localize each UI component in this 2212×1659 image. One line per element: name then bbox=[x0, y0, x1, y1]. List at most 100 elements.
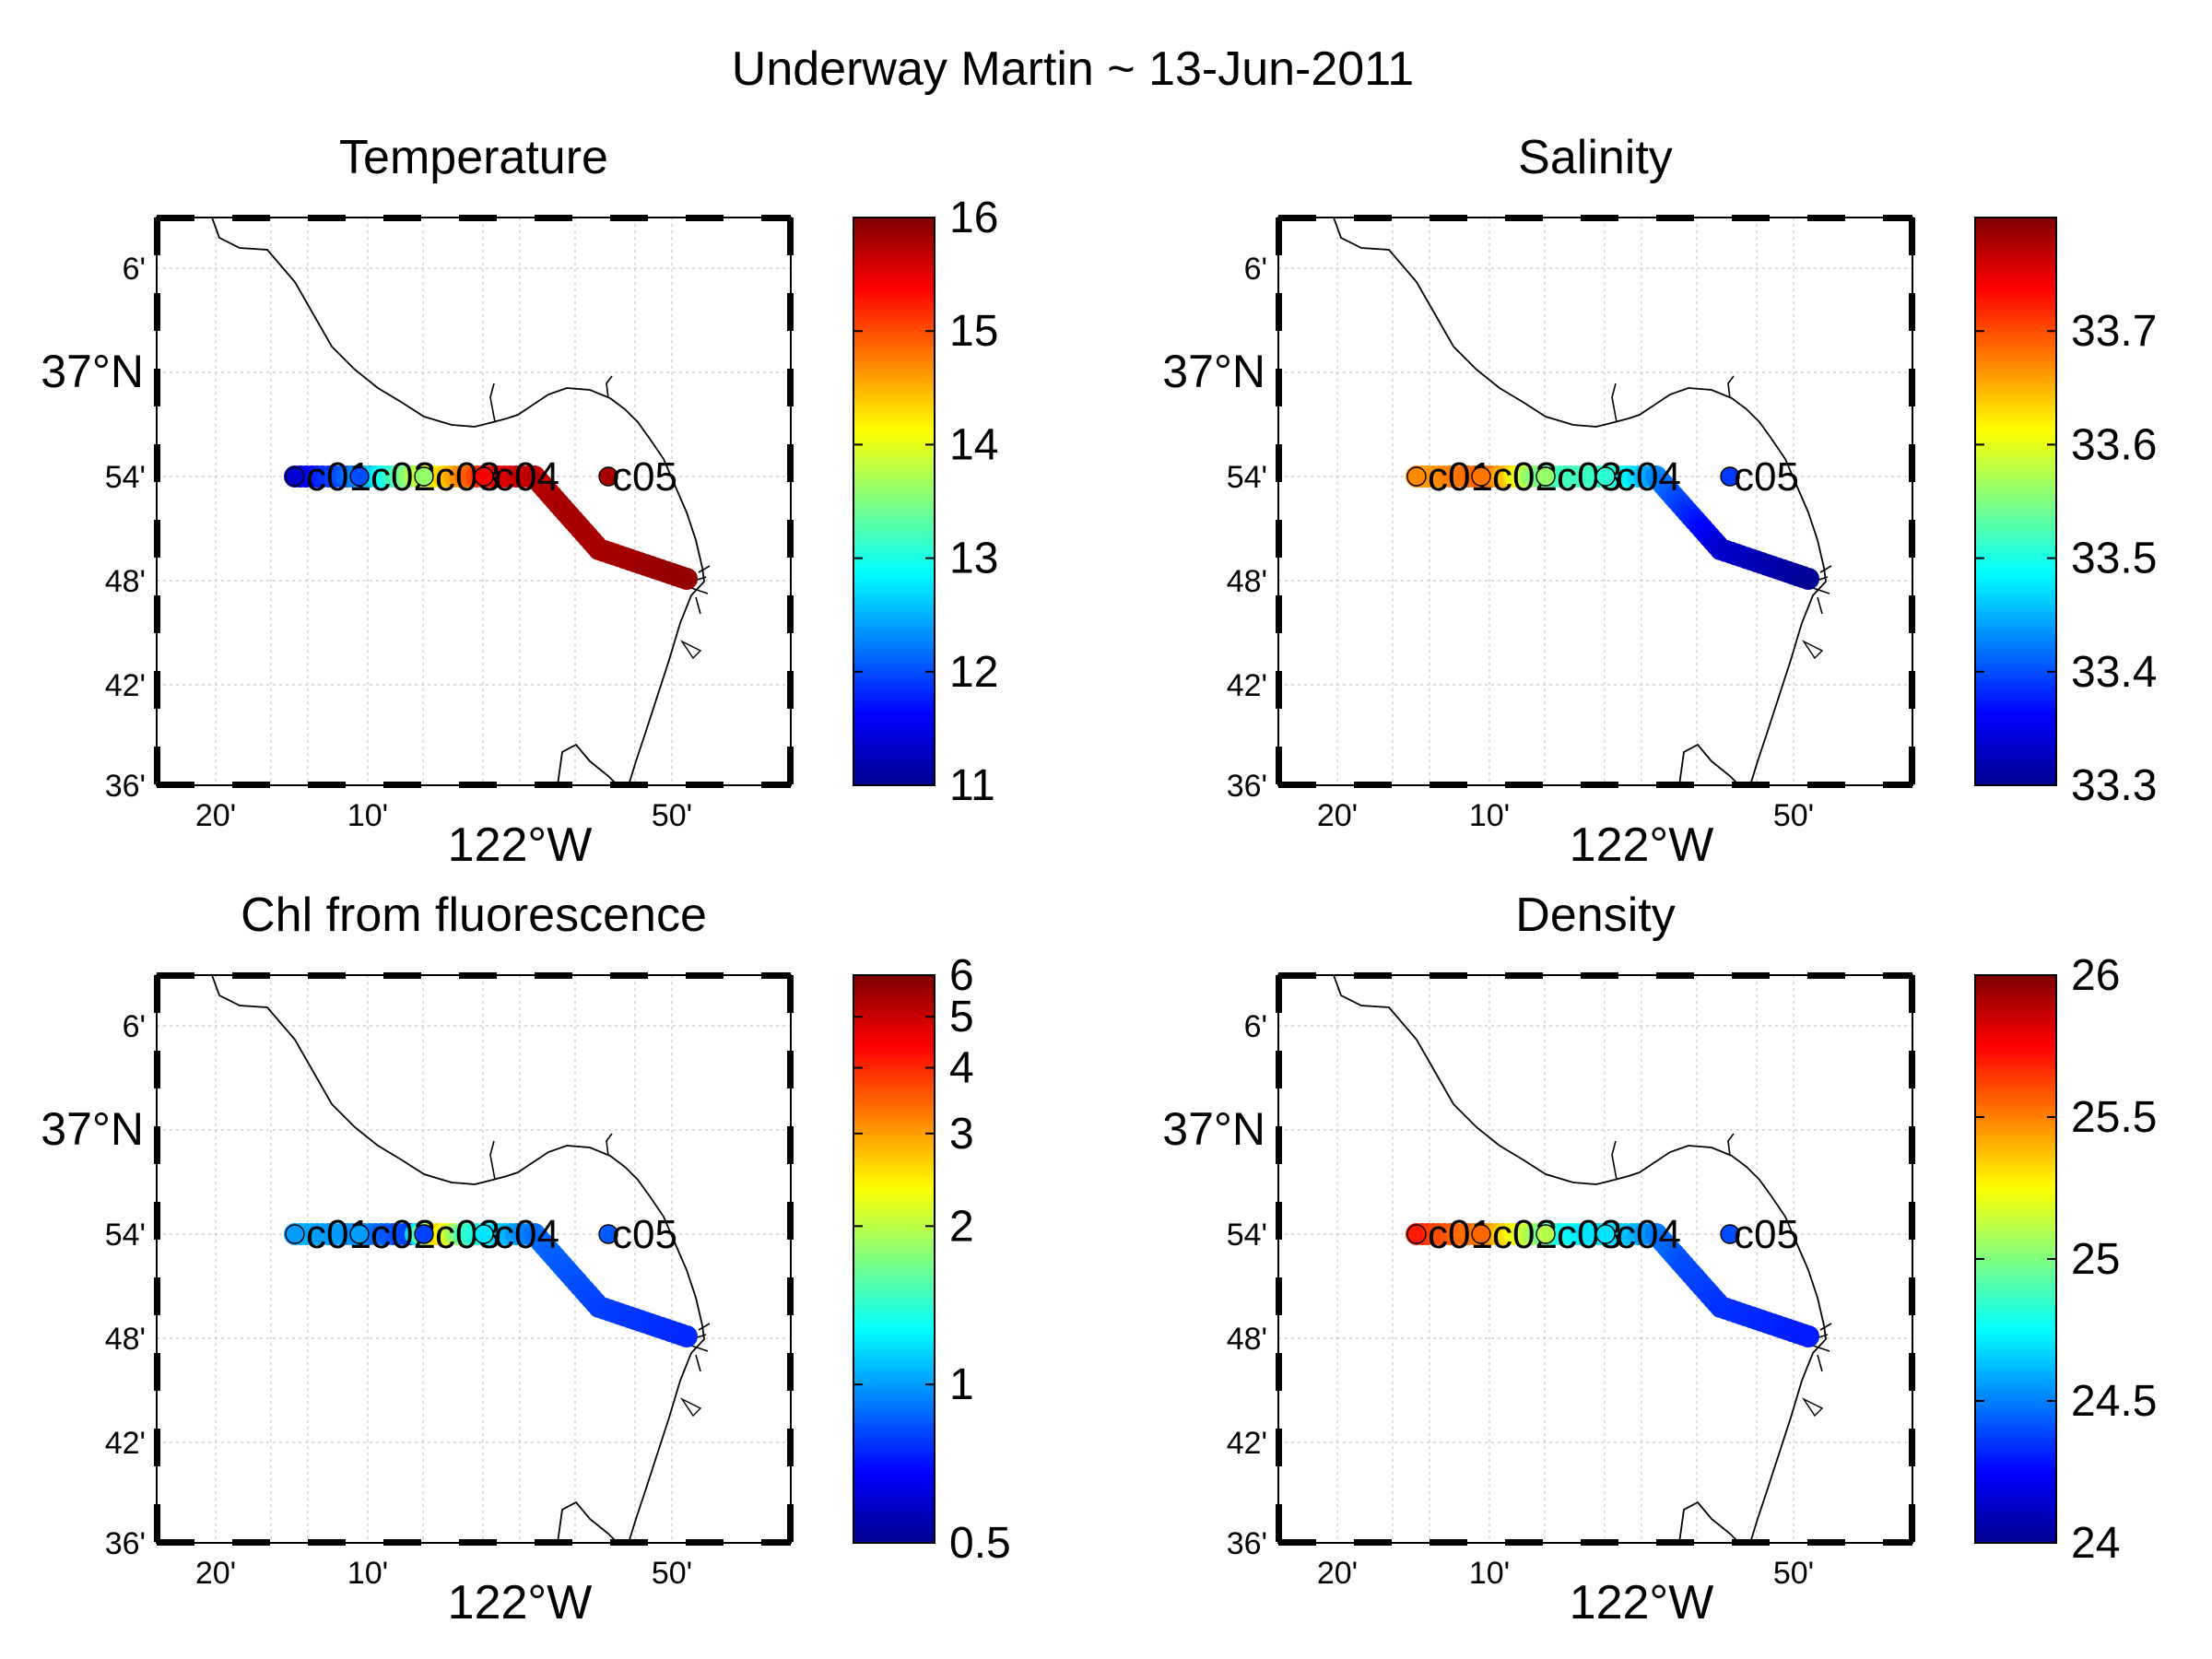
coastline-south bbox=[557, 743, 618, 786]
border-tick bbox=[787, 1277, 794, 1315]
checkered-border bbox=[1276, 215, 1915, 788]
river bbox=[1611, 1140, 1618, 1181]
border-tick bbox=[761, 782, 791, 788]
x-tick-label: 10' bbox=[347, 798, 388, 833]
colorbar-tick-label: 11 bbox=[949, 761, 995, 810]
x-tick-label: 50' bbox=[1773, 798, 1814, 833]
border-tick bbox=[1276, 671, 1282, 709]
station-label: c04 bbox=[1616, 454, 1681, 500]
border-tick bbox=[154, 671, 160, 709]
pier bbox=[679, 640, 702, 660]
colorbar-tick-label: 0.5 bbox=[949, 1519, 1011, 1568]
border-tick bbox=[1276, 520, 1282, 558]
colorbar: 654 3 2 1 0.5 bbox=[853, 951, 1011, 1568]
station-marker bbox=[414, 1224, 434, 1244]
colorbar-tick-label: 24 bbox=[2071, 1519, 2120, 1568]
border-tick bbox=[787, 975, 794, 1013]
colorbar-gradient bbox=[853, 217, 935, 786]
station-marker bbox=[285, 1224, 305, 1244]
border-tick bbox=[1909, 293, 1915, 331]
border-tick bbox=[787, 1504, 794, 1542]
river bbox=[1727, 1133, 1735, 1157]
border-tick bbox=[1909, 1126, 1915, 1164]
y-tick-label: 36' bbox=[105, 769, 146, 804]
map-frame bbox=[1277, 217, 1913, 786]
border-tick bbox=[1278, 972, 1316, 979]
coastline bbox=[211, 974, 705, 1544]
y-tick-label: 54' bbox=[1227, 460, 1267, 495]
colorbar-gradient bbox=[1974, 974, 2057, 1544]
y-tick-label: 6' bbox=[1244, 252, 1267, 287]
station-marker bbox=[1595, 466, 1616, 487]
border-tick bbox=[459, 782, 497, 788]
x-tick-label: 122°W bbox=[448, 818, 593, 872]
border-tick bbox=[787, 1051, 794, 1088]
border-tick bbox=[1656, 972, 1694, 979]
coastline-south bbox=[557, 1500, 618, 1544]
x-tick-label: 10' bbox=[1469, 1556, 1510, 1591]
border-tick bbox=[1276, 595, 1282, 633]
border-tick bbox=[154, 218, 160, 255]
border-tick bbox=[1278, 782, 1316, 788]
border-tick bbox=[154, 293, 160, 331]
station-marker bbox=[1471, 1224, 1491, 1244]
border-tick bbox=[686, 782, 724, 788]
coastline bbox=[1333, 217, 1827, 786]
border-tick bbox=[787, 1126, 794, 1164]
y-tick-label: 42' bbox=[1227, 1426, 1267, 1461]
slough-channels bbox=[1812, 565, 1832, 615]
border-tick bbox=[1883, 782, 1912, 788]
station-marker bbox=[349, 1224, 370, 1244]
coastline bbox=[1333, 974, 1827, 1544]
panel-title: Salinity bbox=[1518, 131, 1673, 184]
x-tick-label: 122°W bbox=[448, 1576, 593, 1630]
border-tick bbox=[383, 1539, 421, 1546]
station-label: c05 bbox=[1734, 454, 1799, 500]
border-tick bbox=[787, 293, 794, 331]
colorbar-gradient bbox=[853, 974, 935, 1544]
station-marker bbox=[285, 466, 305, 487]
colorbar-tick-label: 4 bbox=[949, 1044, 974, 1093]
border-tick bbox=[535, 972, 572, 979]
station-marker bbox=[1720, 466, 1740, 487]
border-tick bbox=[383, 972, 421, 979]
border-tick bbox=[787, 1202, 794, 1240]
river bbox=[1611, 382, 1618, 423]
border-tick bbox=[535, 215, 572, 221]
colorbar-tick-label: 13 bbox=[949, 535, 998, 583]
border-tick bbox=[1807, 782, 1845, 788]
y-tick-label: 48' bbox=[1227, 1322, 1267, 1357]
border-tick bbox=[535, 1539, 572, 1546]
border-tick bbox=[535, 782, 572, 788]
border-tick bbox=[1276, 444, 1282, 482]
colorbar: 26 25.5 25 24.5 24 bbox=[1974, 951, 2157, 1568]
border-tick bbox=[1276, 1051, 1282, 1088]
colorbar-tick-label: 33.3 bbox=[2071, 761, 2157, 810]
border-tick bbox=[787, 444, 794, 482]
colorbar-tick-label: 6 bbox=[949, 951, 974, 1000]
border-tick bbox=[787, 218, 794, 255]
station-marker bbox=[474, 466, 494, 487]
x-tick-label: 122°W bbox=[1570, 1576, 1714, 1630]
border-tick bbox=[308, 782, 346, 788]
y-tick-label: 54' bbox=[105, 460, 146, 495]
station-marker bbox=[414, 466, 434, 487]
y-tick-label: 54' bbox=[105, 1218, 146, 1253]
border-tick bbox=[686, 972, 724, 979]
x-tick-label: 50' bbox=[652, 798, 692, 833]
border-tick bbox=[1883, 215, 1912, 221]
y-tick-label: 6' bbox=[123, 1009, 146, 1044]
border-tick bbox=[1354, 972, 1392, 979]
border-tick bbox=[1278, 215, 1316, 221]
border-tick bbox=[1354, 782, 1392, 788]
border-tick bbox=[308, 972, 346, 979]
x-tick-label: 20' bbox=[1317, 798, 1358, 833]
border-tick bbox=[154, 1429, 160, 1466]
slough-channels bbox=[1812, 1323, 1832, 1372]
colorbar-tick-label: 25 bbox=[2071, 1235, 2120, 1284]
border-tick bbox=[1505, 972, 1543, 979]
colorbar-tick-label: 24.5 bbox=[2071, 1377, 2157, 1426]
map-grid bbox=[1278, 975, 1912, 1543]
